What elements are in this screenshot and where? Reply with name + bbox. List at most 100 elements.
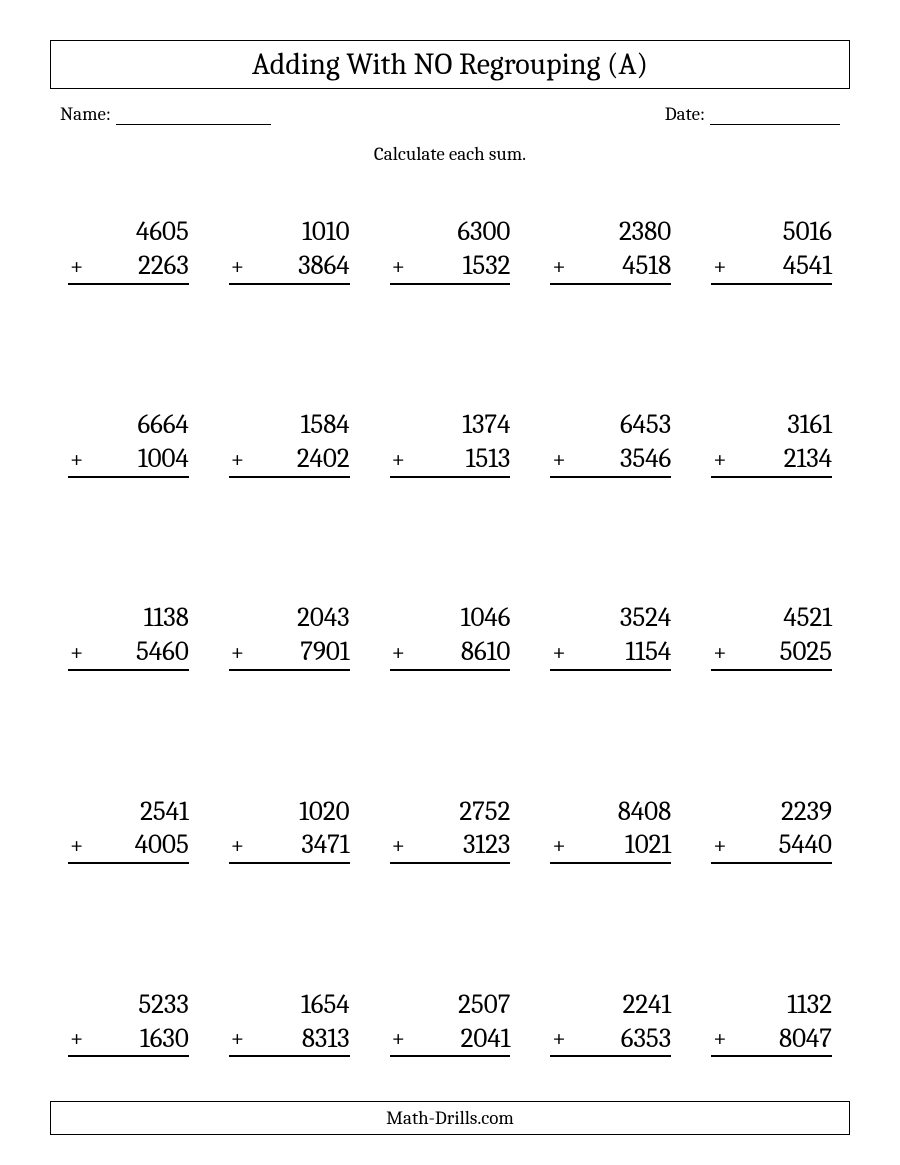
addend-bottom: 6353 (621, 1022, 671, 1056)
addend-bottom: 4005 (135, 828, 189, 862)
addend-top: 1046 (390, 601, 511, 635)
plus-operator: + (390, 251, 405, 281)
problem: 2541+4005 (68, 795, 189, 878)
plus-operator: + (711, 444, 726, 474)
problem: 3524+1154 (550, 601, 671, 684)
problem: 6300+1532 (390, 215, 511, 298)
addend-top: 6664 (68, 408, 189, 442)
addend-top: 2380 (550, 215, 671, 249)
plus-operator: + (68, 637, 83, 667)
addend-bottom: 3864 (298, 249, 350, 283)
problem: 3161+2134 (711, 408, 832, 491)
problem: 2239+5440 (711, 795, 832, 878)
addend-bottom: 1154 (626, 635, 672, 669)
addend-bottom-row: +2402 (229, 442, 350, 478)
addend-top: 3524 (550, 601, 671, 635)
addend-bottom: 2041 (461, 1022, 511, 1056)
instruction-text: Calculate each sum. (50, 143, 850, 165)
date-blank[interactable] (710, 103, 840, 125)
addend-bottom-row: +2263 (68, 249, 189, 285)
addend-top: 1010 (229, 215, 350, 249)
addend-top: 2752 (390, 795, 511, 829)
addend-top: 2507 (390, 988, 511, 1022)
plus-operator: + (550, 1023, 565, 1053)
name-field: Name: (60, 103, 271, 125)
problem: 5233+1630 (68, 988, 189, 1071)
plus-operator: + (711, 251, 726, 281)
addend-bottom: 1532 (463, 249, 511, 283)
addend-bottom: 3471 (301, 828, 349, 862)
problems-grid: 4605+22631010+38646300+15322380+45185016… (50, 215, 850, 1071)
plus-operator: + (550, 444, 565, 474)
addend-bottom-row: +1154 (550, 635, 671, 671)
date-field: Date: (665, 103, 840, 125)
problem: 1020+3471 (229, 795, 350, 878)
addend-bottom: 3546 (620, 442, 671, 476)
addend-top: 2241 (550, 988, 671, 1022)
addend-top: 1654 (229, 988, 350, 1022)
addend-bottom: 1004 (138, 442, 189, 476)
addend-bottom: 4541 (783, 249, 832, 283)
addend-bottom-row: +2134 (711, 442, 832, 478)
addend-bottom: 5460 (136, 635, 189, 669)
addend-bottom: 2263 (138, 249, 189, 283)
plus-operator: + (711, 1023, 726, 1053)
plus-operator: + (550, 251, 565, 281)
problem: 5016+4541 (711, 215, 832, 298)
addend-top: 6300 (390, 215, 511, 249)
problem: 4605+2263 (68, 215, 189, 298)
addend-bottom-row: +2041 (390, 1022, 511, 1058)
addend-bottom: 7901 (300, 635, 349, 669)
name-blank[interactable] (116, 103, 271, 125)
addend-top: 4521 (711, 601, 832, 635)
addend-bottom: 3123 (463, 828, 510, 862)
problem: 1374+1513 (390, 408, 511, 491)
addend-top: 6453 (550, 408, 671, 442)
problem: 1584+2402 (229, 408, 350, 491)
addend-bottom-row: +5440 (711, 828, 832, 864)
problem: 2507+2041 (390, 988, 511, 1071)
problem: 6664+1004 (68, 408, 189, 491)
addend-bottom-row: +1532 (390, 249, 511, 285)
plus-operator: + (229, 830, 244, 860)
addend-top: 5233 (68, 988, 189, 1022)
plus-operator: + (229, 1023, 244, 1053)
addend-bottom: 5025 (780, 635, 832, 669)
addend-bottom: 2134 (784, 442, 832, 476)
addend-bottom-row: +4518 (550, 249, 671, 285)
addend-bottom: 1630 (140, 1022, 189, 1056)
addend-bottom-row: +1021 (550, 828, 671, 864)
addend-bottom-row: +1630 (68, 1022, 189, 1058)
problem: 1138+5460 (68, 601, 189, 684)
problem: 8408+1021 (550, 795, 671, 878)
addend-top: 1374 (390, 408, 511, 442)
plus-operator: + (68, 1023, 83, 1053)
plus-operator: + (550, 830, 565, 860)
addend-bottom: 4518 (622, 249, 671, 283)
addend-bottom: 8047 (779, 1022, 832, 1056)
plus-operator: + (229, 637, 244, 667)
problem: 1654+8313 (229, 988, 350, 1071)
addend-bottom-row: +4005 (68, 828, 189, 864)
problem: 6453+3546 (550, 408, 671, 491)
plus-operator: + (550, 637, 565, 667)
addend-bottom-row: +3471 (229, 828, 350, 864)
addend-top: 5016 (711, 215, 832, 249)
addend-bottom: 8313 (302, 1022, 350, 1056)
addend-bottom: 1021 (625, 828, 671, 862)
addend-bottom-row: +8047 (711, 1022, 832, 1058)
date-label: Date: (665, 103, 705, 125)
problem: 2752+3123 (390, 795, 511, 878)
problem: 2380+4518 (550, 215, 671, 298)
addend-top: 4605 (68, 215, 189, 249)
addend-top: 1132 (711, 988, 832, 1022)
addend-top: 3161 (711, 408, 832, 442)
addend-bottom-row: +7901 (229, 635, 350, 671)
problem: 4521+5025 (711, 601, 832, 684)
addend-bottom-row: +5025 (711, 635, 832, 671)
plus-operator: + (68, 251, 83, 281)
addend-bottom: 5440 (779, 828, 832, 862)
addend-bottom: 8610 (461, 635, 511, 669)
name-label: Name: (60, 103, 111, 125)
addend-top: 1138 (68, 601, 189, 635)
